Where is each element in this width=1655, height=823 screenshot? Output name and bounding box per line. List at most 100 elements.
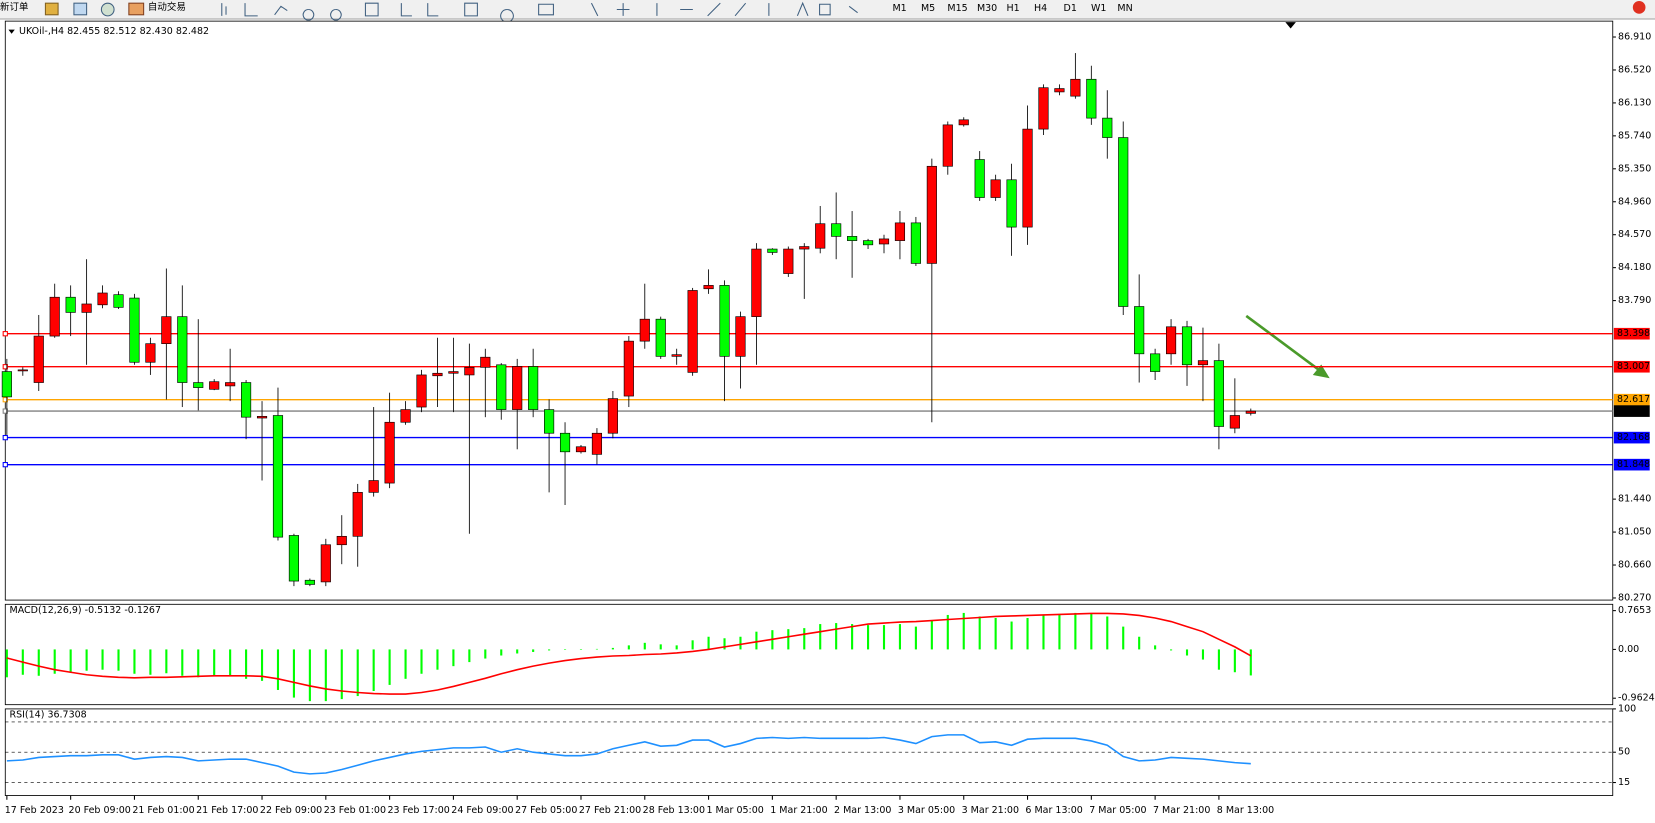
main-panel <box>4 20 1614 601</box>
candle-body <box>671 354 682 357</box>
y-tick-label: 0.00 <box>1618 644 1639 655</box>
candle-body <box>783 248 794 274</box>
x-tick-label: 17 Feb 2023 <box>5 805 64 816</box>
price-label-box <box>1613 327 1650 340</box>
macd-bar <box>5 649 8 678</box>
y-tick-label: 85.350 <box>1618 163 1651 174</box>
candle-body <box>145 343 156 363</box>
candle-body <box>544 409 555 434</box>
candle-body <box>480 356 491 368</box>
candle-body <box>591 432 603 455</box>
timeframe-button[interactable]: H4 <box>1034 3 1047 14</box>
y-tick-label: 84.570 <box>1618 229 1651 240</box>
price-line-anchor <box>2 462 8 468</box>
timeframe-button[interactable]: D1 <box>1064 3 1077 14</box>
macd-bar <box>85 649 88 671</box>
candle-body <box>384 421 395 484</box>
x-tick-label: 6 Mar 13:00 <box>1025 805 1082 816</box>
macd-bar <box>388 649 391 685</box>
macd-bar <box>1217 649 1220 670</box>
timeframe-button[interactable]: M30 <box>977 3 997 14</box>
macd-bar <box>962 612 965 650</box>
candle-body <box>687 290 698 373</box>
y-tick-label: 81.050 <box>1618 527 1651 538</box>
macd-bar <box>1154 645 1157 650</box>
notification-badge[interactable] <box>1632 1 1646 14</box>
candle-body <box>1213 360 1224 427</box>
macd-bar <box>452 649 455 667</box>
price-label-box <box>1613 360 1650 373</box>
candle-body <box>1197 360 1209 366</box>
candle-body <box>974 159 985 198</box>
macd-bar <box>229 649 232 676</box>
candle-body <box>815 223 826 249</box>
macd-bar <box>245 649 248 679</box>
macd-bar <box>133 649 136 674</box>
legend-arrow <box>8 29 15 34</box>
candle-body <box>464 367 475 376</box>
macd-bar <box>563 649 567 650</box>
y-tick-label: 84.180 <box>1618 262 1651 273</box>
candle-body <box>1054 88 1065 93</box>
candle-body <box>209 381 220 390</box>
macd-bar <box>308 649 311 702</box>
price-label: 82.168 <box>1617 432 1650 443</box>
x-tick-label: 7 Mar 21:00 <box>1153 805 1210 816</box>
macd-bar <box>1249 649 1252 676</box>
candle-body <box>719 285 730 357</box>
candle-body <box>1086 78 1097 119</box>
macd-legend: MACD(12,26,9) -0.5132 -0.1267 <box>10 605 162 616</box>
candle-body <box>65 296 76 313</box>
x-tick-label: 27 Feb 05:00 <box>515 805 577 816</box>
timeframe-button[interactable]: M5 <box>921 3 935 14</box>
candle-body <box>655 318 666 357</box>
macd-bar <box>165 649 168 674</box>
candle-body <box>1229 415 1240 429</box>
y-tick-label: 85.740 <box>1618 130 1651 141</box>
y-tick-label: 100 <box>1618 703 1636 714</box>
timeframe-button[interactable]: MN <box>1117 3 1132 14</box>
candle-body <box>767 248 778 253</box>
y-tick-label: 0.7653 <box>1618 605 1651 616</box>
macd-bar <box>260 649 264 681</box>
new-order-button[interactable]: 新订单 <box>0 1 29 13</box>
timeframe-button[interactable]: M1 <box>892 3 906 14</box>
macd-bar <box>1185 649 1189 656</box>
macd-bar <box>882 625 886 650</box>
macd-bar <box>1106 616 1109 650</box>
macd-bar <box>723 638 726 650</box>
x-tick-label: 1 Mar 21:00 <box>770 805 827 816</box>
macd-bar <box>1138 636 1141 650</box>
candle-body <box>33 335 44 383</box>
macd-bar <box>436 649 439 670</box>
macd-bar <box>53 649 56 674</box>
price-line-anchor <box>2 434 8 441</box>
timeframe-button[interactable]: W1 <box>1091 3 1106 14</box>
candle-body <box>241 382 252 418</box>
y-tick-label: 86.520 <box>1618 64 1651 75</box>
timeframe-button[interactable]: M15 <box>947 3 967 14</box>
macd-bar <box>1058 613 1061 650</box>
price-line-anchor <box>2 331 8 337</box>
candle-body <box>193 382 204 388</box>
candle-body <box>288 535 299 582</box>
auto-trading-button[interactable]: 自动交易 <box>148 1 186 13</box>
candle-body <box>1118 137 1129 307</box>
macd-bar <box>468 649 471 663</box>
candle-body <box>894 222 906 241</box>
main-legend: UKOil-,H4 82.455 82.512 82.430 82.482 <box>19 26 209 37</box>
macd-bar <box>611 647 614 650</box>
candle-body <box>432 372 443 377</box>
macd-bar <box>707 636 710 650</box>
candle-body <box>639 318 650 342</box>
y-tick-label: -0.9624 <box>1618 693 1655 704</box>
price-label-box <box>1613 405 1650 417</box>
macd-bar <box>484 649 487 659</box>
candle-body <box>512 366 523 410</box>
macd-bar <box>324 649 327 702</box>
candle-body <box>1181 326 1193 366</box>
candle-body <box>352 492 363 537</box>
macd-bar <box>691 640 694 650</box>
timeframe-button[interactable]: H1 <box>1007 3 1020 14</box>
candle-body <box>272 415 284 538</box>
